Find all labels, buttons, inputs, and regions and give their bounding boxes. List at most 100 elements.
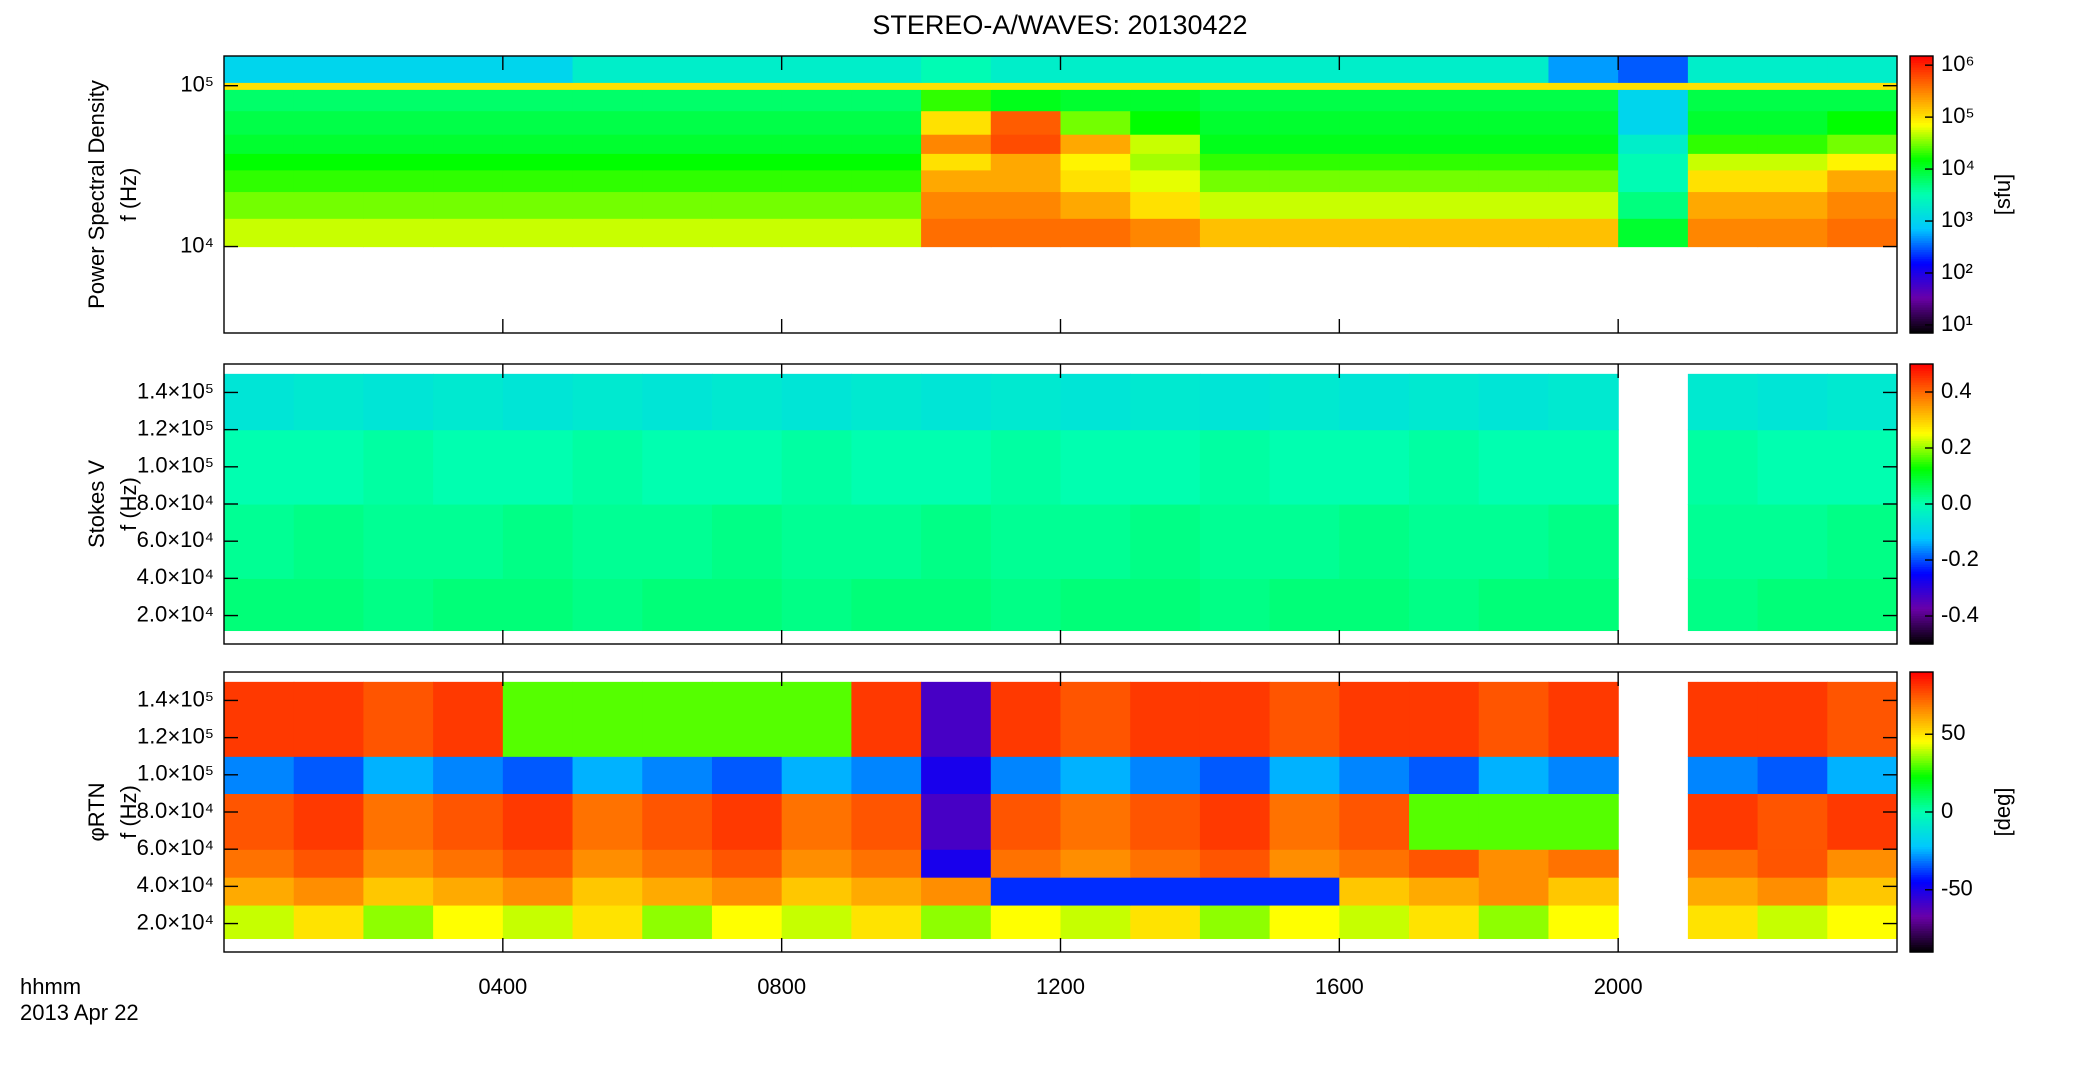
colorbar-swatch <box>1910 690 1933 694</box>
colorbar-swatch <box>1910 415 1933 419</box>
heatmap-cell <box>363 504 434 579</box>
colorbar-swatch <box>1910 522 1933 526</box>
heatmap-cell <box>293 904 365 940</box>
colorbar-swatch <box>1910 924 1933 927</box>
heatmap-cell <box>433 153 504 171</box>
y-tick-label: 1.2×10⁵ <box>137 723 214 748</box>
colorbar-swatch <box>1910 208 1933 212</box>
y-tick-label: 8.0×10⁴ <box>137 798 214 823</box>
colorbar-swatch <box>1910 492 1933 496</box>
colorbar-swatch <box>1910 109 1933 112</box>
heatmap-cell <box>1687 504 1759 579</box>
heatmap-cell <box>1548 681 1619 757</box>
heatmap-cell <box>1827 904 1898 940</box>
colorbar-swatch <box>1910 406 1933 409</box>
colorbar-tick-label: -0.4 <box>1941 602 1979 627</box>
colorbar-swatch <box>1910 886 1933 890</box>
heatmap-cell <box>1199 89 1271 112</box>
heatmap-cell <box>1130 904 1201 940</box>
heatmap-cell <box>1478 877 1550 906</box>
heatmap-cell <box>363 89 434 112</box>
x-axis-label: hhmm <box>20 974 81 999</box>
colorbar-swatch <box>1910 714 1933 717</box>
colorbar-swatch <box>1910 569 1933 573</box>
colorbar-swatch <box>1910 279 1933 283</box>
heatmap-cell <box>433 110 504 135</box>
heatmap-cell <box>1339 849 1410 878</box>
heatmap-cell <box>781 89 852 112</box>
colorbar-swatch <box>1910 833 1933 836</box>
colorbar-swatch <box>1910 233 1933 237</box>
heatmap-cell <box>293 153 365 171</box>
heatmap-cell <box>363 429 434 505</box>
heatmap-cell <box>1548 429 1619 505</box>
heatmap-cell <box>1757 169 1828 193</box>
colorbar-swatch <box>1910 870 1933 874</box>
heatmap-cell <box>711 849 783 878</box>
colorbar-swatch <box>1910 136 1933 140</box>
colorbar-swatch <box>1910 56 1933 59</box>
colorbar-swatch <box>1910 772 1933 776</box>
y-tick-label: 4.0×10⁴ <box>137 564 214 589</box>
heatmap-cell <box>642 578 713 632</box>
heatmap-cell <box>642 82 713 90</box>
heatmap-cell <box>990 134 1062 154</box>
heatmap-cell <box>851 877 922 906</box>
heatmap-cell <box>711 756 783 795</box>
heatmap-cell <box>1827 793 1898 850</box>
colorbar-swatch <box>1910 277 1933 281</box>
heatmap-cell <box>363 681 434 757</box>
y-tick-label: 2.0×10⁴ <box>137 909 214 934</box>
colorbar-swatch <box>1910 139 1933 143</box>
colorbar-swatch <box>1910 111 1933 115</box>
colorbar-swatch <box>1910 940 1933 944</box>
heatmap-cell <box>224 578 295 632</box>
colorbar-swatch <box>1910 884 1933 888</box>
heatmap-cell <box>502 134 574 154</box>
heatmap-cell <box>851 373 922 431</box>
heatmap-cell <box>1269 756 1340 795</box>
heatmap-cell <box>781 504 852 579</box>
heatmap-cell <box>1827 373 1898 431</box>
colorbar-swatch <box>1910 534 1933 538</box>
colorbar-swatch <box>1910 879 1933 883</box>
colorbar-swatch <box>1910 125 1933 129</box>
colorbar-swatch <box>1910 396 1933 400</box>
colorbar-swatch <box>1910 194 1933 198</box>
heatmap-cell <box>1548 504 1619 579</box>
heatmap-cell <box>781 169 852 193</box>
x-tick-label: 1600 <box>1315 974 1364 999</box>
colorbar-swatch <box>1910 700 1933 703</box>
heatmap-cell <box>990 681 1062 757</box>
colorbar-swatch <box>1910 176 1933 179</box>
colorbar-swatch <box>1910 721 1933 724</box>
y-axis-label: Stokes V <box>84 460 109 548</box>
heatmap-cell <box>1827 877 1898 906</box>
colorbar-swatch <box>1910 300 1933 304</box>
heatmap-cell <box>642 169 713 193</box>
colorbar-swatch <box>1910 536 1933 540</box>
colorbar-swatch <box>1910 99 1933 103</box>
colorbar-swatch <box>1910 835 1933 839</box>
heatmap-cell <box>224 191 295 219</box>
heatmap-cell <box>224 218 295 248</box>
heatmap-cell <box>921 578 992 632</box>
heatmap-cell <box>1060 89 1131 112</box>
heatmap-cell <box>1548 56 1619 83</box>
heatmap-cell <box>1199 429 1271 505</box>
heatmap-cell <box>642 877 713 906</box>
colorbar-swatch <box>1910 508 1933 512</box>
heatmap-cell <box>1060 904 1131 940</box>
colorbar-swatch <box>1910 134 1933 138</box>
heatmap-cell <box>921 681 992 757</box>
heatmap-cell <box>921 904 992 940</box>
colorbar-swatch <box>1910 634 1933 638</box>
colorbar-swatch <box>1910 781 1933 785</box>
colorbar-swatch <box>1910 231 1933 235</box>
colorbar-swatch <box>1910 837 1933 841</box>
heatmap-cell <box>1060 756 1131 795</box>
heatmap-cell <box>1827 153 1898 171</box>
heatmap-cell <box>1548 82 1619 90</box>
colorbar-swatch <box>1910 674 1933 678</box>
colorbar-swatch <box>1910 455 1933 458</box>
